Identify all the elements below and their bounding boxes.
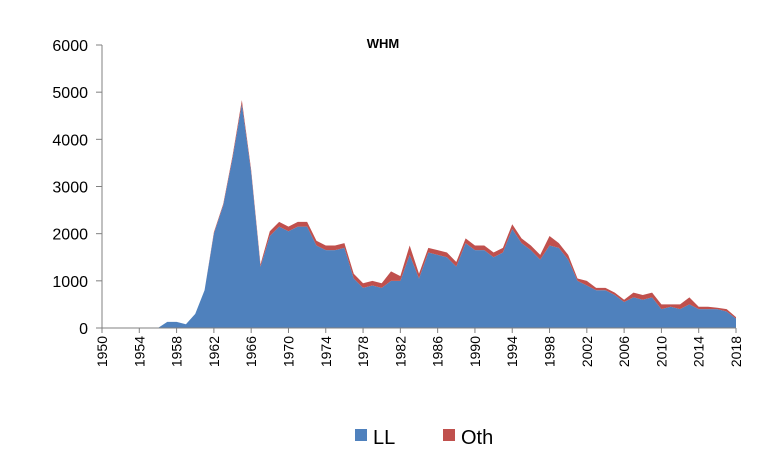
x-tick-label: 1958 xyxy=(169,336,185,367)
legend: LL Oth xyxy=(355,427,493,449)
legend-swatch-oth xyxy=(443,429,455,441)
y-tick-label: 5000 xyxy=(52,85,88,102)
x-tick-label: 1966 xyxy=(243,336,259,367)
y-tick-label: 4000 xyxy=(52,132,88,149)
x-tick-label: 2006 xyxy=(616,336,632,367)
x-tick-label: 2014 xyxy=(691,336,707,367)
y-axis: 0 1000 2000 3000 4000 5000 6000 xyxy=(52,38,103,338)
x-tick-label: 1998 xyxy=(542,336,558,367)
x-tick-label: 2010 xyxy=(653,336,669,367)
x-tick-label: 1970 xyxy=(280,336,296,367)
x-tick-label: 1950 xyxy=(94,336,110,367)
y-tick-label: 3000 xyxy=(52,180,88,197)
x-tick-label: 1986 xyxy=(430,336,446,367)
y-tick-label: 0 xyxy=(79,321,88,338)
legend-label-ll: LL xyxy=(373,427,395,449)
x-tick-label: 1994 xyxy=(504,336,520,367)
x-tick-label: 1982 xyxy=(392,336,408,367)
x-tick-label: 2002 xyxy=(579,336,595,367)
x-tick-label: 1974 xyxy=(318,336,334,367)
y-tick-label: 6000 xyxy=(52,38,88,55)
x-axis: 1950 1954 1958 1962 1966 1970 1974 1978 1982 1986… xyxy=(94,327,744,367)
y-tick-label: 1000 xyxy=(52,274,88,291)
x-tick-label: 1954 xyxy=(131,336,147,367)
plot-area xyxy=(102,100,736,328)
legend-swatch-ll xyxy=(355,429,367,441)
x-tick-label: 2018 xyxy=(728,336,744,367)
series-area-oth xyxy=(102,100,736,328)
x-tick-label: 1962 xyxy=(206,336,222,367)
legend-label-oth: Oth xyxy=(461,427,493,449)
y-tick-label: 2000 xyxy=(52,227,88,244)
x-tick-label: 1978 xyxy=(355,336,371,367)
series-area-ll xyxy=(102,103,736,328)
chart-title: WHM xyxy=(367,36,400,51)
x-tick-label: 1990 xyxy=(467,336,483,367)
